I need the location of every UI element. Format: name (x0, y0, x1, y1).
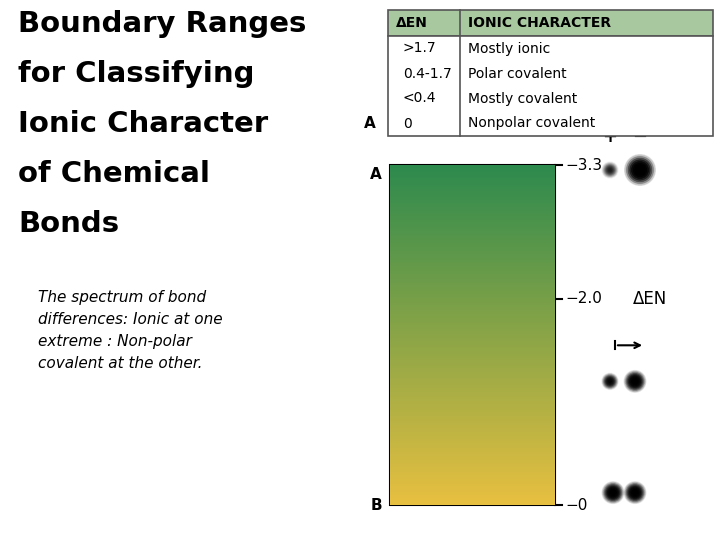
Circle shape (630, 160, 650, 180)
Text: Mostly ionic: Mostly ionic (416, 218, 529, 236)
Text: <0.4: <0.4 (403, 91, 436, 105)
Circle shape (609, 489, 616, 496)
Text: Bonds: Bonds (18, 210, 119, 238)
Circle shape (633, 490, 637, 495)
Text: >1.7: >1.7 (403, 42, 436, 56)
Circle shape (628, 374, 642, 389)
Text: 0.4-1.7: 0.4-1.7 (403, 66, 451, 80)
Circle shape (634, 491, 636, 494)
Circle shape (603, 483, 623, 502)
Circle shape (603, 375, 616, 388)
Circle shape (636, 167, 644, 173)
Circle shape (630, 488, 640, 497)
Text: extreme : Non-polar: extreme : Non-polar (38, 334, 192, 349)
Circle shape (603, 374, 617, 389)
Circle shape (603, 164, 616, 176)
Text: Polar covalent: Polar covalent (405, 383, 540, 401)
Bar (388, 10, 713, 36)
Circle shape (606, 165, 614, 174)
Circle shape (605, 484, 621, 501)
Circle shape (626, 483, 644, 502)
Text: A: A (370, 167, 382, 182)
Circle shape (606, 166, 613, 173)
Circle shape (605, 165, 616, 176)
Circle shape (633, 379, 637, 384)
Text: −2.0: −2.0 (565, 292, 602, 306)
Circle shape (608, 168, 612, 172)
Circle shape (633, 163, 647, 177)
Text: −0: −0 (565, 497, 588, 512)
Circle shape (608, 380, 612, 383)
Text: Nonpolar covalent: Nonpolar covalent (468, 117, 595, 131)
Circle shape (631, 489, 639, 496)
Text: Ionic Character: Ionic Character (18, 110, 268, 138)
Circle shape (639, 168, 642, 172)
Circle shape (603, 163, 617, 177)
Text: Polar covalent: Polar covalent (468, 66, 567, 80)
Text: covalent at the other.: covalent at the other. (38, 356, 202, 371)
Circle shape (626, 372, 644, 391)
Circle shape (630, 376, 640, 386)
Circle shape (607, 379, 613, 384)
Text: Boundary Ranges: Boundary Ranges (18, 10, 307, 38)
Circle shape (629, 487, 641, 498)
Bar (388, 36, 713, 136)
Circle shape (635, 165, 645, 175)
Circle shape (608, 488, 618, 497)
Circle shape (631, 378, 639, 385)
Circle shape (609, 169, 611, 171)
Circle shape (611, 490, 616, 495)
Text: +: + (603, 128, 618, 146)
Circle shape (628, 158, 652, 182)
Text: B: B (370, 497, 382, 512)
Circle shape (626, 373, 644, 390)
Text: 0: 0 (403, 117, 412, 131)
Text: A: A (364, 116, 376, 131)
Bar (390, 165, 555, 505)
Circle shape (631, 161, 649, 179)
Circle shape (628, 485, 642, 500)
Text: −: − (632, 128, 647, 146)
Circle shape (607, 487, 619, 498)
Circle shape (606, 378, 613, 385)
Circle shape (605, 376, 616, 387)
Circle shape (624, 482, 646, 503)
Circle shape (602, 373, 618, 389)
Circle shape (626, 484, 644, 501)
Circle shape (624, 370, 646, 392)
Text: The spectrum of bond: The spectrum of bond (38, 290, 206, 305)
Text: of Chemical: of Chemical (18, 160, 210, 188)
Circle shape (626, 157, 654, 184)
Circle shape (625, 154, 655, 185)
Circle shape (629, 375, 641, 387)
Circle shape (607, 167, 613, 173)
Text: Mostly covalent: Mostly covalent (398, 475, 546, 494)
Text: Mostly covalent: Mostly covalent (468, 91, 577, 105)
Circle shape (606, 485, 620, 500)
Circle shape (634, 380, 636, 382)
Text: ΔEN: ΔEN (633, 290, 667, 308)
Text: differences: Ionic at one: differences: Ionic at one (38, 312, 222, 327)
Circle shape (612, 491, 614, 494)
Circle shape (602, 482, 624, 503)
Text: Mostly ionic: Mostly ionic (468, 42, 550, 56)
Text: IONIC CHARACTER: IONIC CHARACTER (468, 16, 611, 30)
Text: −3.3: −3.3 (565, 158, 602, 172)
Circle shape (609, 381, 611, 382)
Text: ΔEN: ΔEN (396, 16, 428, 30)
Text: for Classifying: for Classifying (18, 60, 254, 88)
Circle shape (606, 377, 614, 386)
